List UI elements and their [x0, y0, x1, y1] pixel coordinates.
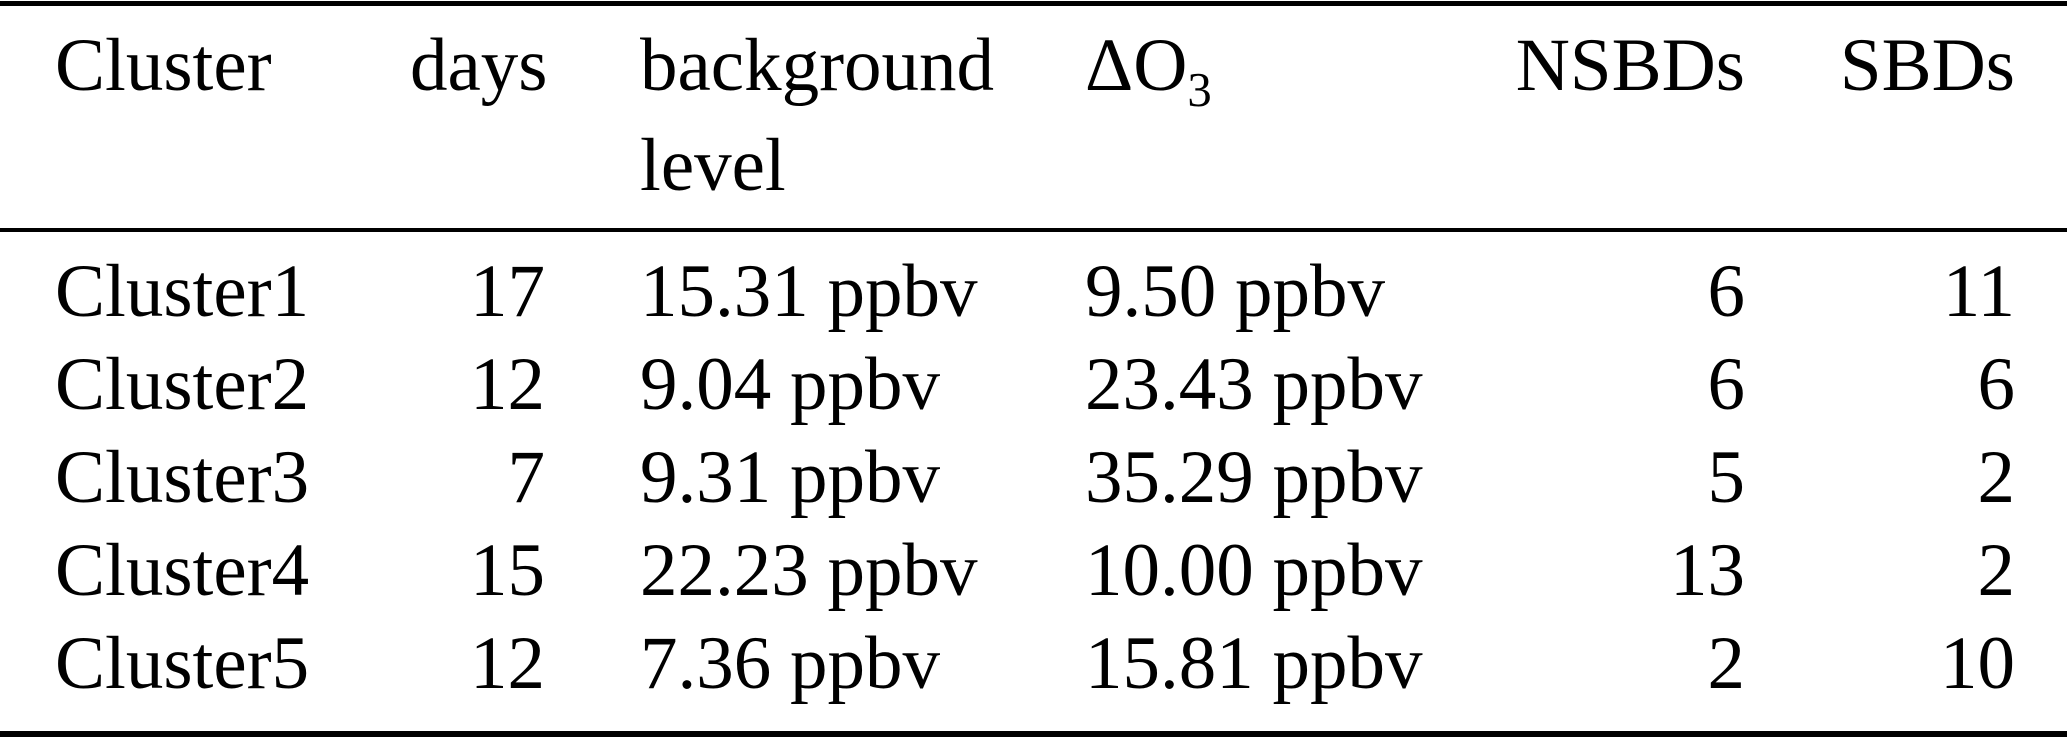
cell-background-level: 9.31 ppbv: [640, 436, 940, 519]
cell-cluster: Cluster4: [55, 529, 310, 612]
cell-cluster: Cluster5: [55, 622, 310, 705]
column-header-delta-o3: ΔO3: [1085, 16, 1515, 216]
cell-sbds: 11: [1942, 250, 2015, 333]
cell-delta-o3: 10.00 ppbv: [1085, 529, 1423, 612]
cell-nsbds: 2: [1707, 622, 1746, 705]
cell-days: 12: [470, 622, 545, 705]
cell-nsbds: 6: [1707, 343, 1746, 426]
cell-days: 7: [507, 436, 546, 519]
cell-delta-o3: 15.81 ppbv: [1085, 622, 1423, 705]
cell-sbds: 10: [1940, 622, 2015, 705]
cell-nsbds: 5: [1707, 436, 1746, 519]
table-body: Cluster1 17 15.31 ppbv 9.50 ppbv 6 11 Cl…: [55, 245, 2015, 710]
cell-nsbds: 6: [1707, 250, 1746, 333]
column-header-nsbds: NSBDs: [1515, 24, 1745, 107]
cell-days: 12: [470, 343, 545, 426]
cell-delta-o3: 23.43 ppbv: [1085, 343, 1423, 426]
cell-sbds: 6: [1977, 343, 2016, 426]
cell-cluster: Cluster1: [55, 250, 310, 333]
cell-cluster: Cluster2: [55, 343, 310, 426]
column-header-cluster: Cluster: [55, 24, 272, 107]
cell-delta-o3: 9.50 ppbv: [1085, 250, 1385, 333]
table-rule-bottom: [0, 731, 2067, 737]
cell-delta-o3: 35.29 ppbv: [1085, 436, 1423, 519]
cell-background-level: 7.36 ppbv: [640, 622, 940, 705]
cell-background-level: 9.04 ppbv: [640, 343, 940, 426]
table-rule-mid: [0, 228, 2067, 232]
cell-cluster: Cluster3: [55, 436, 310, 519]
delta-o3-prefix: ΔO: [1085, 24, 1188, 107]
cell-days: 15: [470, 529, 545, 612]
delta-o3-subscript: 3: [1187, 63, 1212, 117]
cell-sbds: 2: [1977, 529, 2016, 612]
cell-background-level: 22.23 ppbv: [640, 529, 978, 612]
column-header-background-level: background level: [545, 16, 1085, 216]
column-header-background-level-line1: background: [640, 24, 995, 107]
cell-background-level: 15.31 ppbv: [640, 250, 978, 333]
table-header-row: Cluster days background level ΔO3 NSBDs …: [55, 16, 2015, 216]
column-header-background-level-line2: level: [640, 124, 786, 207]
table-rule-top: [0, 1, 2067, 6]
column-header-days: days: [410, 24, 548, 107]
cell-days: 17: [470, 250, 545, 333]
column-header-sbds: SBDs: [1839, 24, 2015, 107]
cell-nsbds: 13: [1670, 529, 1745, 612]
cell-sbds: 2: [1977, 436, 2016, 519]
